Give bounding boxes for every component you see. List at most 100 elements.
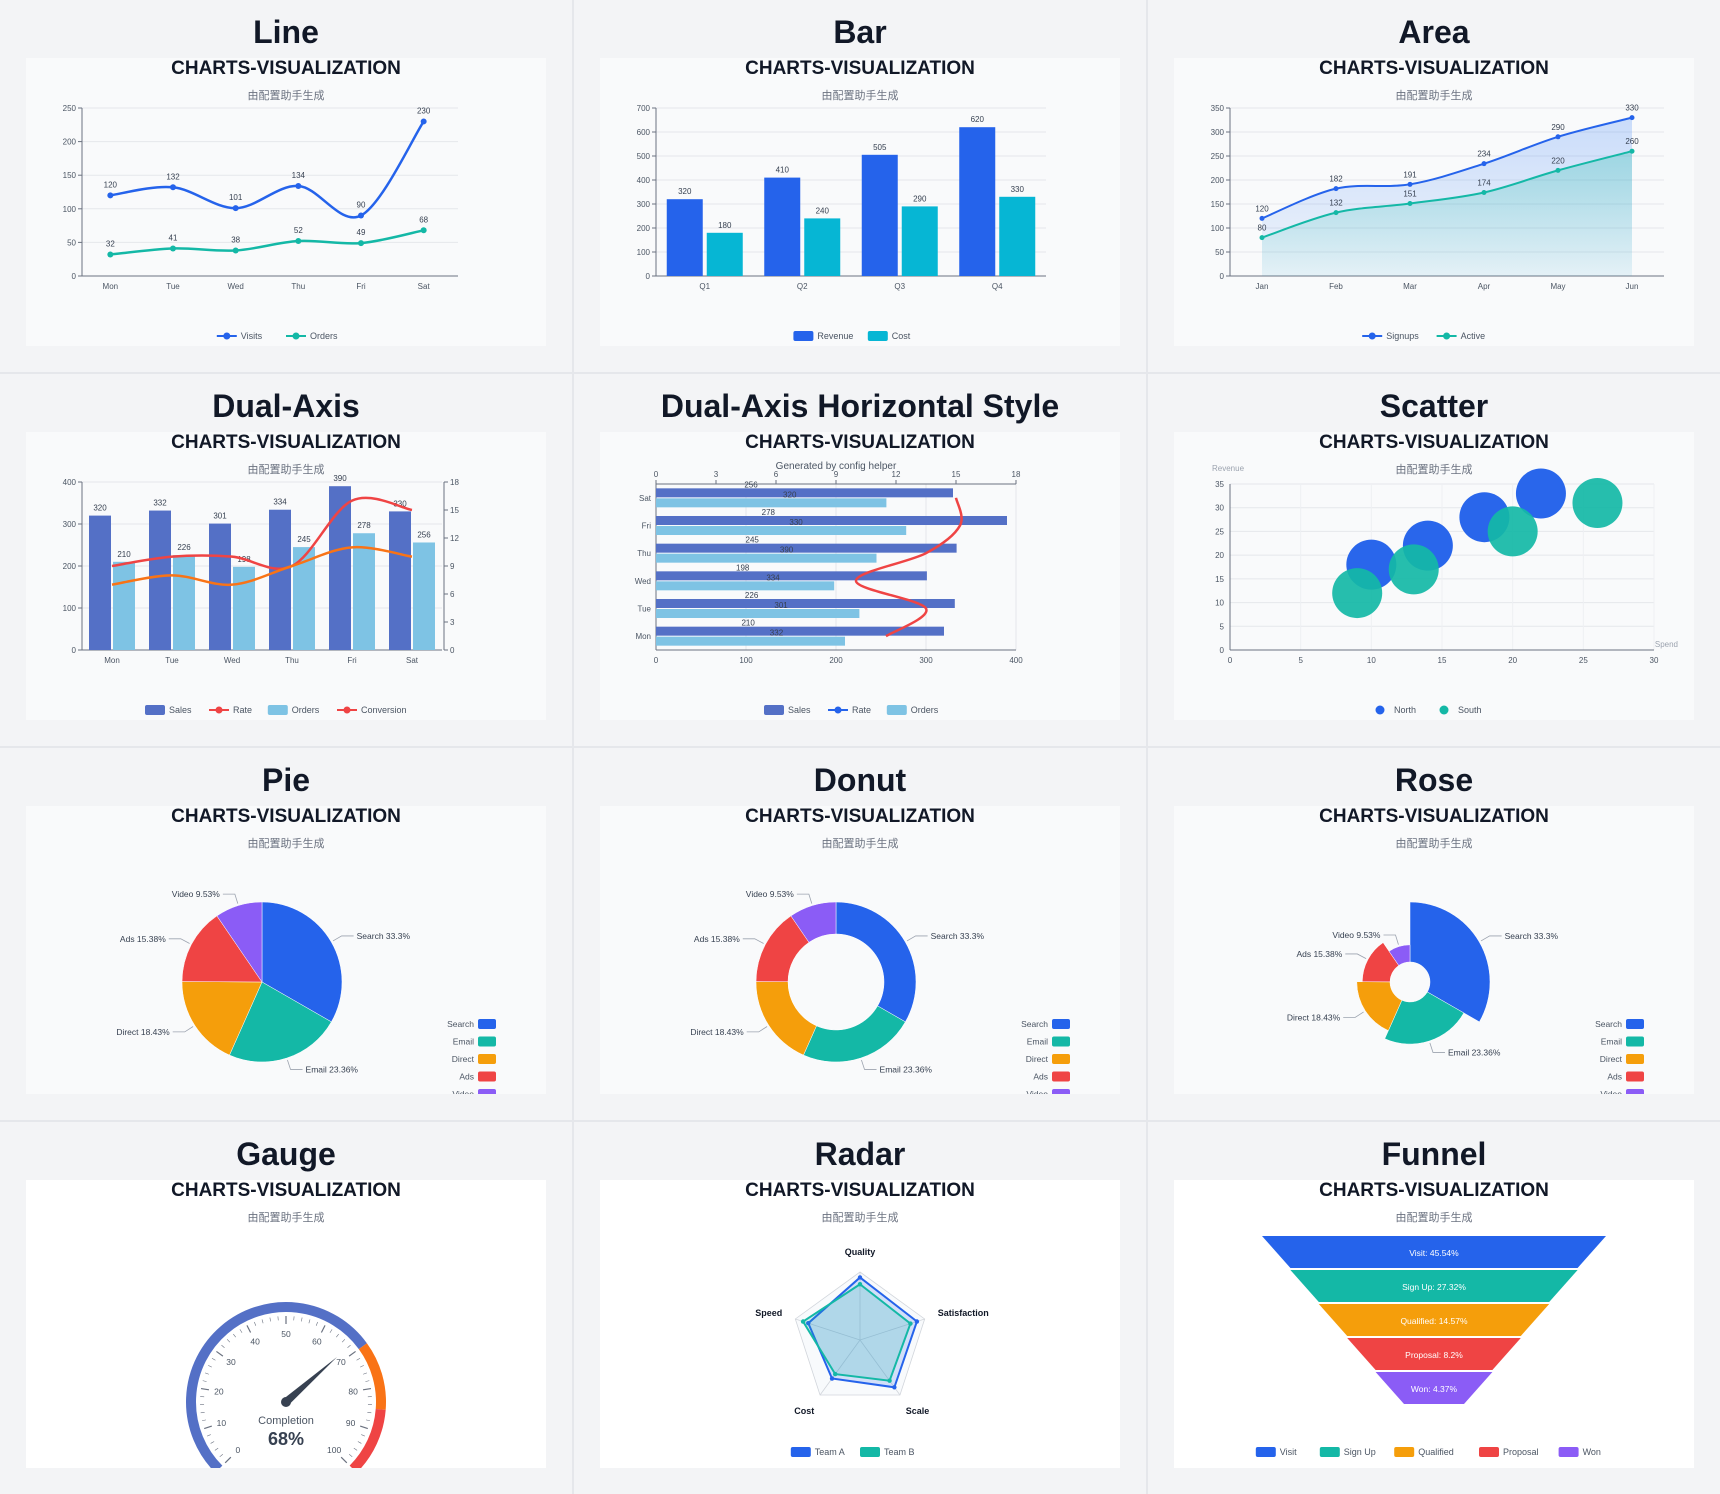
y-tick-label: 15 [1215, 575, 1224, 584]
gauge-tick [202, 1420, 206, 1421]
bar-cost [707, 233, 743, 276]
legend-marker [1052, 1072, 1070, 1082]
slice-label: Ads 15.38% [694, 934, 740, 944]
gauge-tick [208, 1365, 212, 1367]
legend-marker [1626, 1037, 1644, 1047]
gauge-tick [212, 1358, 215, 1360]
bar-sales [89, 516, 111, 650]
gauge-tick [221, 1345, 224, 1348]
y2-tick-label: 18 [450, 478, 459, 487]
chart-card: CHARTS-VISUALIZATION Generated by config… [600, 432, 1120, 720]
data-label: 245 [297, 535, 311, 544]
legend-marker [1052, 1037, 1070, 1047]
data-label: 332 [153, 499, 167, 508]
bar-sales [656, 544, 957, 553]
legend-label: Email [1027, 1037, 1048, 1047]
bar-orders [113, 562, 135, 650]
bar-orders [656, 609, 859, 618]
data-point [1630, 149, 1635, 154]
data-label: 68 [419, 215, 428, 224]
legend-label: Team B [884, 1447, 915, 1457]
gauge-tick [358, 1442, 362, 1444]
data-label: 49 [357, 228, 366, 237]
cell-donut: Donut CHARTS-VISUALIZATION 由配置助手生成 Searc… [574, 748, 1146, 1120]
y-tick-label: 400 [637, 176, 651, 185]
gauge-tick [342, 1339, 345, 1342]
legend-label: Sales [788, 705, 811, 715]
legend-marker-dot [835, 707, 842, 714]
y-tick-label: 50 [67, 238, 76, 247]
gauge-pointer [283, 1357, 337, 1405]
bar-sales [656, 488, 953, 497]
gauge-tick [240, 1329, 242, 1332]
label-leader [287, 1060, 302, 1070]
x-tick-label: Jan [1256, 282, 1269, 291]
label-leader [797, 894, 812, 904]
legend-label: Ads [1607, 1072, 1622, 1082]
data-label: 151 [1403, 190, 1417, 199]
data-label: 245 [746, 536, 760, 545]
bar-revenue [862, 155, 898, 276]
y2-tick-label: 0 [450, 646, 455, 655]
x-tick-label: 30 [1650, 656, 1659, 665]
data-label: 234 [1477, 150, 1491, 159]
data-label: 320 [93, 504, 107, 513]
legend-marker [1440, 706, 1449, 715]
cell-title: Gauge [0, 1136, 572, 1173]
legend-label: Qualified [1418, 1447, 1454, 1457]
gauge-tick [225, 1457, 231, 1463]
legend-marker [1479, 1447, 1499, 1457]
cell-title: Dual-Axis [0, 388, 572, 425]
legend-marker-dot [216, 707, 223, 714]
y2-tick-label: 15 [450, 506, 459, 515]
y-tick-label: Tue [638, 605, 652, 614]
legend-marker [478, 1037, 496, 1047]
y-tick-label: 150 [63, 171, 77, 180]
slice-label: Video 9.53% [746, 889, 794, 899]
legend-label: Video [1600, 1089, 1622, 1094]
label-leader [743, 939, 764, 944]
gauge-tick [349, 1454, 352, 1457]
legend-marker [478, 1019, 496, 1029]
gauge-tick [211, 1442, 215, 1444]
legend-marker [1626, 1054, 1644, 1064]
cell-pie: Pie CHARTS-VISUALIZATION 由配置助手生成 Search … [0, 748, 572, 1120]
y-tick-label: 50 [1215, 248, 1224, 257]
x-tick-label: Mon [103, 282, 119, 291]
x-tick-label: Feb [1329, 282, 1343, 291]
y-tick-label: Wed [635, 577, 651, 586]
y-tick-label: 600 [637, 128, 651, 137]
x-tick-label: Q1 [699, 282, 710, 291]
legend-marker [1626, 1019, 1644, 1029]
slice-direct [756, 982, 816, 1056]
y-tick-label: 35 [1215, 480, 1224, 489]
legend-marker-dot [1369, 333, 1376, 340]
bar-revenue [959, 127, 995, 276]
y-tick-label: Fri [642, 522, 652, 531]
gauge-tick [270, 1318, 271, 1322]
y-tick-label: 250 [63, 104, 77, 113]
legend-label: Team A [815, 1447, 845, 1457]
legend-marker-dot [223, 333, 230, 340]
gauge-tick [354, 1448, 357, 1450]
data-point [1408, 201, 1413, 206]
y-tick-label: 100 [637, 248, 651, 257]
x-tick-label: Mon [104, 656, 120, 665]
cell-dual-axis-horizontal: Dual-Axis Horizontal Style CHARTS-VISUAL… [574, 374, 1146, 746]
series-line-visits [110, 121, 423, 217]
legend-label: Sales [169, 705, 192, 715]
data-label: 80 [1258, 224, 1267, 233]
data-label: 226 [177, 543, 191, 552]
y-tick-label: 100 [63, 604, 77, 613]
legend-marker [1320, 1447, 1340, 1457]
x-tick-label: Q4 [992, 282, 1003, 291]
y2-tick-label: 6 [450, 590, 455, 599]
data-point [170, 245, 176, 251]
data-point [1260, 235, 1265, 240]
gauge-pivot [281, 1397, 291, 1407]
